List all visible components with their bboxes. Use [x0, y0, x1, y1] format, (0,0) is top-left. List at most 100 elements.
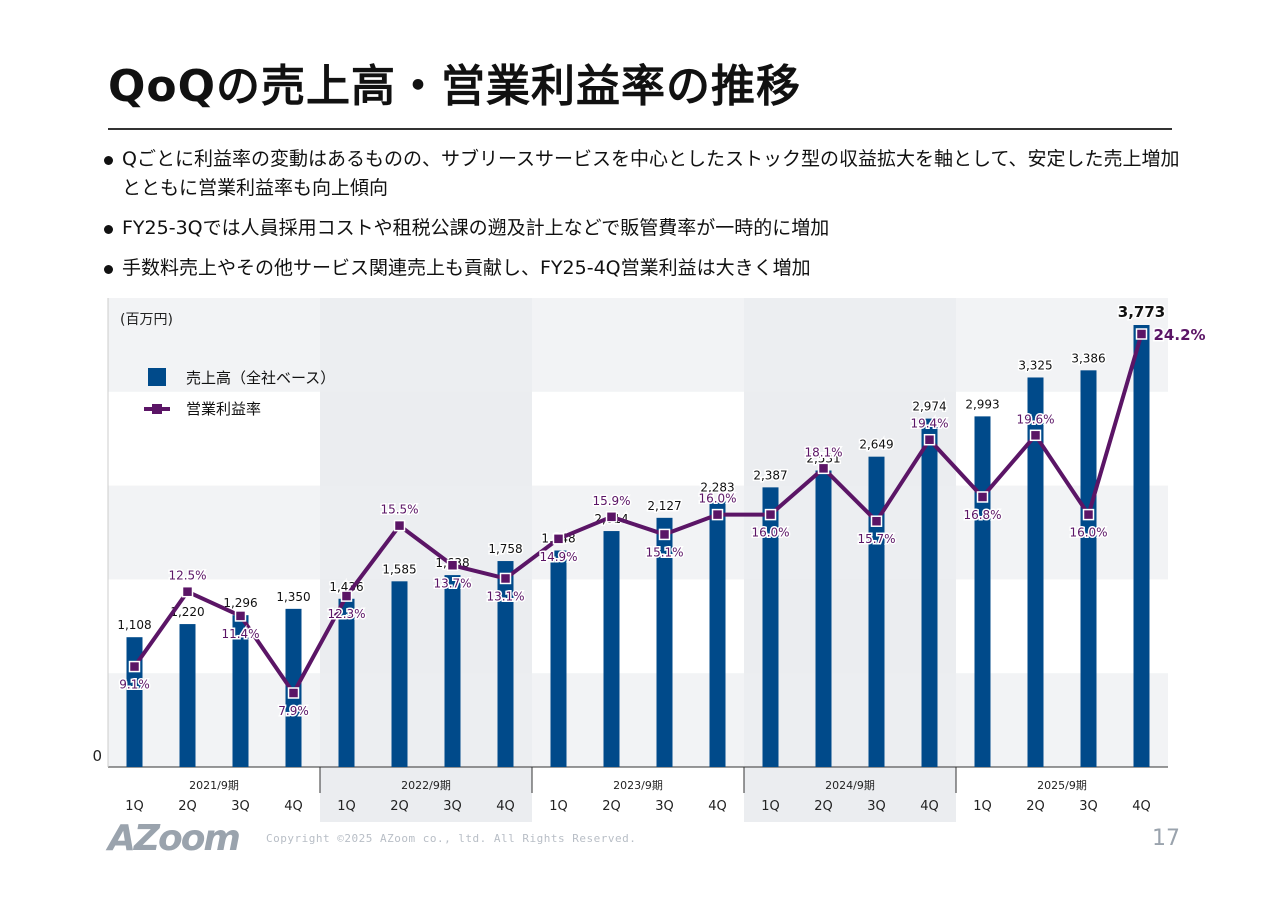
- sales-value-label: 2,974: [912, 400, 946, 414]
- sales-value-label: 2,127: [647, 499, 681, 513]
- quarter-label: 2Q: [1026, 799, 1045, 814]
- sales-value-label: 2,649: [859, 438, 893, 452]
- sales-value-label: 3,773: [1118, 303, 1165, 321]
- title-rule: [108, 128, 1172, 130]
- sales-value-label: 2,531: [806, 451, 840, 465]
- sales-value-label: 1,108: [117, 618, 151, 632]
- margin-marker: [658, 528, 671, 541]
- unit-label: (百万円): [120, 312, 173, 328]
- margin-marker: [287, 687, 300, 699]
- margin-marker: [446, 559, 459, 572]
- margin-marker: [340, 590, 353, 602]
- quarter-label: 3Q: [443, 799, 462, 814]
- y-zero-label: 0: [92, 747, 102, 765]
- legend-bar-label: 売上高（全社ベース）: [186, 369, 335, 387]
- margin-marker: [711, 508, 724, 521]
- bullet-dot-icon: [104, 156, 113, 165]
- margin-value-label: 19.4%: [910, 417, 948, 431]
- sales-bar: [232, 615, 249, 767]
- margin-marker: [1082, 508, 1095, 521]
- sales-bar: [921, 418, 938, 767]
- quarter-label: 1Q: [337, 799, 356, 814]
- bullet-dot-icon: [104, 225, 113, 234]
- sales-bar: [1027, 377, 1044, 767]
- bullet-text: FY25-3Qでは人員採用コストや租税公課の遡及計上などで販管費率が一時的に増加: [122, 217, 830, 239]
- quarter-label: 2Q: [178, 799, 197, 814]
- sales-bar: [709, 499, 726, 767]
- margin-value-label: 15.9%: [592, 494, 630, 508]
- sales-value-label: 2,387: [753, 468, 787, 482]
- quarter-label: 2Q: [602, 799, 621, 814]
- margin-value-label: 12.3%: [327, 607, 365, 621]
- quarter-label: 2Q: [390, 799, 409, 814]
- margin-value-label: 15.7%: [857, 532, 895, 546]
- sales-bar: [391, 581, 408, 767]
- margin-line: [132, 333, 1144, 695]
- sales-bar: [762, 487, 779, 767]
- sales-value-label: 1,296: [223, 596, 257, 610]
- bullet-item: FY25-3Qでは人員採用コストや租税公課の遡及計上などで販管費率が一時的に増加: [104, 214, 1184, 243]
- sales-value-label: 1,585: [382, 562, 416, 576]
- quarter-label: 1Q: [125, 799, 144, 814]
- slide-title: QoQの売上高・営業利益率の推移: [108, 61, 802, 112]
- margin-value-label: 15.1%: [645, 545, 683, 559]
- bullet-text: Qごとに利益率の変動はあるものの、サブリースサービスを中心としたストック型の収益…: [122, 148, 1180, 199]
- quarter-label: 4Q: [920, 799, 939, 814]
- margin-marker: [1029, 429, 1042, 442]
- quarter-label: 3Q: [1079, 799, 1098, 814]
- sales-value-label: 1,220: [170, 605, 204, 619]
- sales-bar: [868, 456, 885, 767]
- sales-bar: [444, 575, 461, 767]
- margin-marker: [764, 508, 777, 521]
- sales-value-label: 1,350: [276, 590, 310, 604]
- quarter-label: 1Q: [549, 799, 568, 814]
- margin-value-label: 24.2%: [1154, 326, 1206, 344]
- sales-value-label: 1,758: [488, 542, 522, 556]
- plot-band: [108, 673, 1168, 767]
- margin-value-label: 13.1%: [486, 589, 524, 603]
- margin-value-label: 13.7%: [433, 576, 471, 590]
- plot-band: [108, 485, 1168, 580]
- bullet-text: 手数料売上やその他サービス関連売上も貢献し、FY25-4Q営業利益は大きく増加: [122, 257, 811, 279]
- plot-band: [108, 298, 1168, 392]
- margin-value-label: 15.5%: [380, 503, 418, 517]
- margin-marker: [181, 585, 194, 598]
- margin-value-label: 12.5%: [168, 569, 206, 583]
- margin-marker: [393, 519, 406, 532]
- quarter-label: 1Q: [761, 799, 780, 814]
- bullet-dot-icon: [104, 265, 113, 274]
- legend-bar-swatch: [148, 368, 166, 386]
- sales-bar: [603, 531, 620, 767]
- bullet-item: 手数料売上やその他サービス関連売上も貢献し、FY25-4Q営業利益は大きく増加: [104, 254, 1184, 283]
- margin-value-label: 16.0%: [698, 492, 736, 506]
- sales-bar: [497, 561, 514, 767]
- group-label: 2024/9期: [825, 779, 875, 792]
- sales-bar: [656, 517, 673, 767]
- group-label: 2023/9期: [613, 779, 663, 792]
- margin-marker: [1135, 328, 1148, 340]
- azoom-logo: AZoom: [108, 818, 241, 859]
- legend-line-label: 営業利益率: [186, 400, 261, 418]
- margin-value-label: 16.8%: [963, 508, 1001, 522]
- margin-value-label: 19.6%: [1016, 412, 1054, 426]
- sales-value-label: 2,283: [700, 481, 734, 495]
- margin-marker: [234, 610, 247, 622]
- sales-value-label: 2,993: [965, 397, 999, 411]
- margin-marker: [605, 511, 618, 523]
- group-label: 2025/9期: [1037, 779, 1087, 792]
- sales-bar: [1080, 370, 1097, 767]
- margin-value-label: 9.1%: [119, 678, 150, 692]
- page-number: 17: [1152, 826, 1180, 851]
- margin-marker: [128, 660, 141, 673]
- quarter-label: 4Q: [1132, 799, 1151, 814]
- margin-value-label: 16.0%: [1069, 526, 1107, 540]
- bullet-item: Qごとに利益率の変動はあるものの、サブリースサービスを中心としたストック型の収益…: [104, 145, 1184, 203]
- margin-marker: [499, 572, 512, 585]
- quarter-label: 3Q: [867, 799, 886, 814]
- group-label: 2021/9期: [189, 779, 239, 792]
- quarter-label: 4Q: [708, 799, 727, 814]
- margin-marker: [552, 533, 565, 545]
- margin-marker: [976, 491, 989, 503]
- margin-value-label: 7.9%: [278, 704, 309, 718]
